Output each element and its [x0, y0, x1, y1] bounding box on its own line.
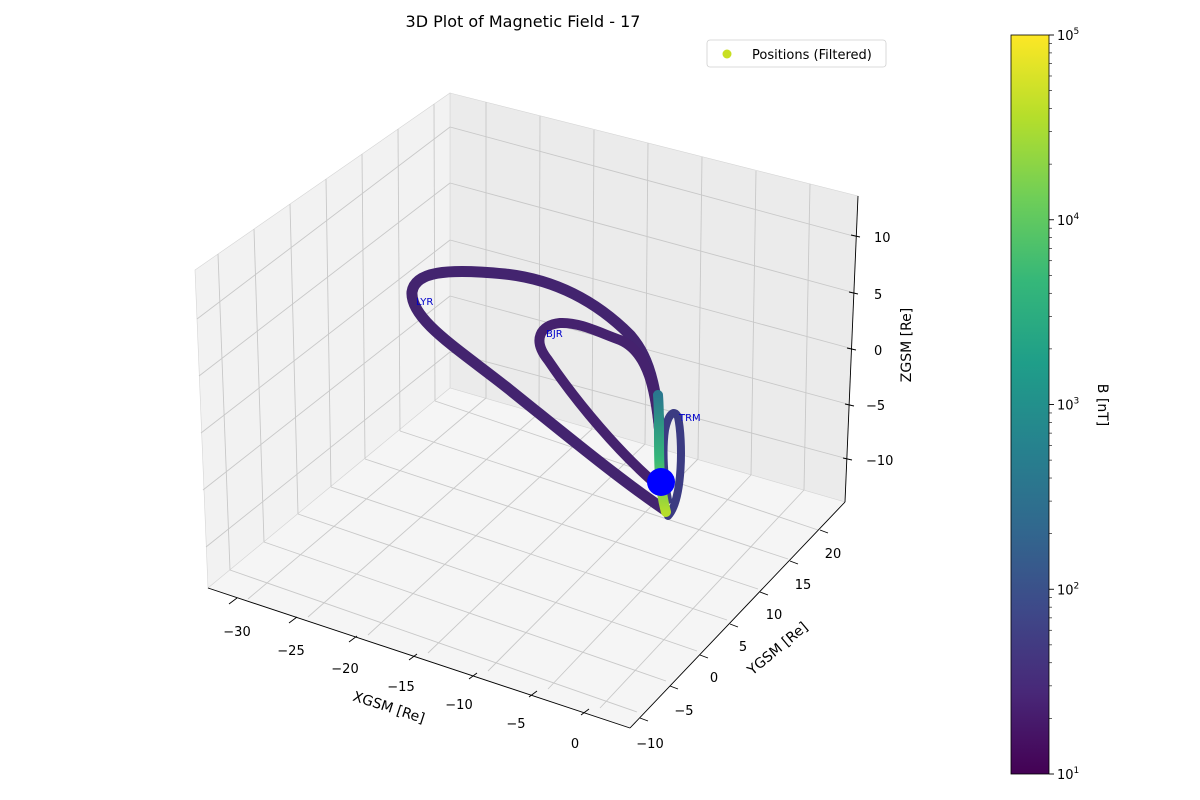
colorbar-tick-label: 102 — [1057, 581, 1079, 598]
x-tick-label: −15 — [387, 680, 414, 695]
y-axis-ticks — [639, 529, 829, 722]
x-tick-label: −10 — [445, 698, 472, 713]
z-tick-label: 10 — [874, 231, 891, 246]
station-label-bjr: BJR — [546, 329, 563, 340]
y-tick-label: 0 — [710, 671, 718, 686]
z-tick-label: 5 — [874, 288, 882, 303]
y-axis-label: YGSM [Re] — [744, 619, 811, 679]
y-axis-line — [629, 501, 846, 729]
colorbar-tick-label: 105 — [1057, 27, 1079, 44]
colorbar-label: B [nT] — [1094, 384, 1110, 426]
z-axis-ticks — [842, 234, 861, 461]
x-tick-label: −25 — [277, 644, 304, 659]
z-axis-label: ZGSM [Re] — [899, 308, 915, 383]
station-label-lyr: LYR — [416, 297, 433, 308]
z-tick-label: 0 — [874, 344, 882, 359]
x-tick-label: −30 — [223, 625, 250, 640]
earth-marker — [647, 468, 675, 496]
x-tick-labels: −30 −25 −20 −15 −10 −5 0 — [223, 625, 579, 752]
legend-label: Positions (Filtered) — [752, 48, 872, 63]
y-tick-labels: −10 −5 0 5 10 15 20 — [636, 547, 841, 752]
legend: Positions (Filtered) — [706, 39, 887, 68]
legend-box — [706, 39, 887, 68]
colorbar-tick-labels: 101 102 103 104 105 — [1057, 27, 1080, 783]
x-tick-label: 0 — [571, 737, 579, 752]
x-axis-line — [207, 587, 631, 729]
y-tick-label: 15 — [795, 578, 812, 593]
x-axis-ticks — [228, 597, 590, 716]
station-labels: LYR BJR TRM — [416, 297, 701, 424]
y-tick-label: 5 — [739, 640, 747, 655]
station-label-trm: TRM — [678, 413, 701, 424]
y-tick-label: 10 — [766, 608, 783, 623]
y-tick-label: 20 — [825, 547, 842, 562]
z-tick-label: −5 — [866, 399, 885, 414]
z-tick-labels: 10 5 0 −5 −10 — [866, 231, 893, 469]
field-line-lyr — [406, 265, 674, 518]
colorbar-tick-label: 104 — [1057, 212, 1080, 229]
x-tick-label: −5 — [506, 717, 525, 732]
colorbar: 101 102 103 104 105 B [nT] — [1010, 27, 1110, 783]
colorbar-ticks — [1049, 34, 1054, 775]
z-tick-label: −10 — [866, 454, 893, 469]
field-line-bjr — [534, 317, 668, 495]
grid-lines — [196, 102, 858, 713]
legend-marker — [722, 49, 732, 59]
y-tick-label: −10 — [636, 737, 663, 752]
x-tick-label: −20 — [331, 662, 358, 677]
colorbar-tick-label: 103 — [1057, 397, 1079, 414]
colorbar-tick-label: 101 — [1057, 766, 1079, 783]
y-tick-label: −5 — [674, 704, 693, 719]
chart-title: 3D Plot of Magnetic Field - 17 — [406, 12, 641, 31]
colorbar-gradient — [1010, 34, 1050, 775]
